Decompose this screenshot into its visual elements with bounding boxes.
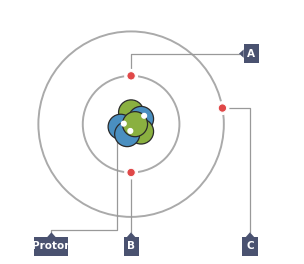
Circle shape xyxy=(125,70,137,82)
Circle shape xyxy=(218,104,226,112)
Polygon shape xyxy=(47,232,56,237)
Polygon shape xyxy=(239,49,244,58)
Text: C: C xyxy=(246,241,254,251)
Circle shape xyxy=(129,106,154,131)
FancyBboxPatch shape xyxy=(123,237,139,256)
FancyBboxPatch shape xyxy=(34,237,68,256)
FancyBboxPatch shape xyxy=(242,237,257,256)
Circle shape xyxy=(216,102,229,114)
Circle shape xyxy=(142,114,147,118)
FancyBboxPatch shape xyxy=(244,44,259,63)
Polygon shape xyxy=(246,232,254,237)
Circle shape xyxy=(127,168,135,177)
Circle shape xyxy=(125,166,137,179)
Circle shape xyxy=(128,129,133,133)
Text: Proton: Proton xyxy=(32,241,71,251)
Circle shape xyxy=(119,100,144,125)
Text: B: B xyxy=(127,241,135,251)
Circle shape xyxy=(108,114,133,139)
Circle shape xyxy=(129,119,154,144)
Polygon shape xyxy=(127,232,135,237)
Circle shape xyxy=(121,121,126,126)
Circle shape xyxy=(127,72,135,80)
Circle shape xyxy=(123,112,147,137)
Circle shape xyxy=(115,121,140,147)
Text: A: A xyxy=(247,49,255,59)
